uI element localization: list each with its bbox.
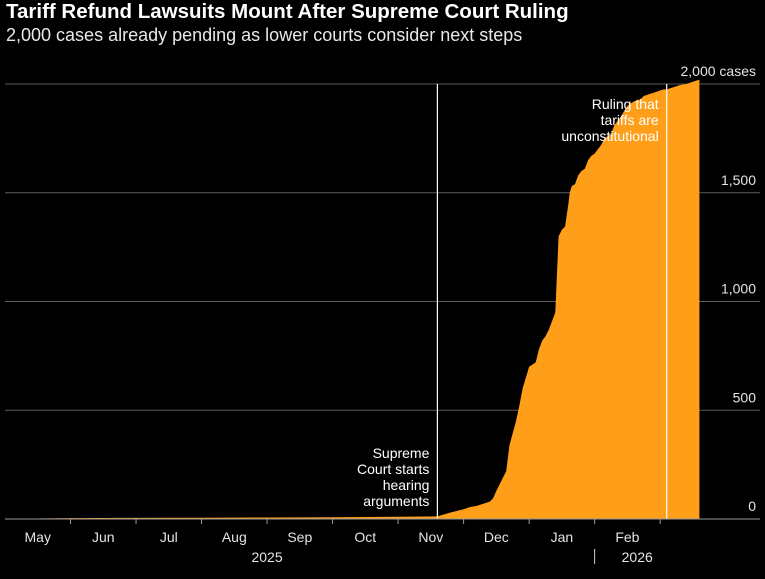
y-tick-label: 1,500 (721, 172, 756, 188)
annotation-line-text: unconstitutional (561, 128, 658, 144)
x-tick-label: Oct (354, 529, 376, 545)
annotation-label: Ruling that tariffs are unconstitutional (561, 96, 659, 144)
annotation-line-text: arguments (363, 493, 429, 509)
annotation-label: Supreme Court starts hearing arguments (357, 445, 430, 509)
x-tick-label: Jul (160, 529, 178, 545)
chart-subtitle: 2,000 cases already pending as lower cou… (6, 25, 523, 45)
cases-area-series (5, 79, 700, 519)
annotation-line-text: Ruling that (592, 96, 659, 112)
x-tick-label: Sep (287, 529, 312, 545)
year-labels: 2025 2026 (251, 549, 653, 565)
annotation-line-text: hearing (383, 477, 430, 493)
y-unit-label: 2,000 cases (681, 63, 757, 79)
x-tick-label: Dec (484, 529, 509, 545)
x-tick-label: Aug (222, 529, 247, 545)
chart-title: Tariff Refund Lawsuits Mount After Supre… (6, 0, 569, 23)
y-tick-label: 0 (748, 498, 756, 514)
x-tick-label: Feb (615, 529, 639, 545)
x-axis-tick-labels: May Jun Jul Aug Sep Oct Nov Dec Jan Feb (25, 529, 640, 545)
x-tick-label: Jun (92, 529, 115, 545)
annotation-line-text: Court starts (357, 461, 429, 477)
x-axis-ticks (70, 519, 661, 524)
year-label: 2025 (251, 549, 282, 565)
x-tick-label: May (25, 529, 51, 545)
annotation-labels: Supreme Court starts hearing arguments Rulin… (357, 96, 659, 509)
annotation-lines (436, 84, 668, 519)
x-tick-label: Nov (418, 529, 443, 545)
y-axis-tick-labels: 0 500 1,000 1,500 (721, 172, 756, 514)
annotation-line-text: tariffs are (601, 112, 659, 128)
y-tick-label: 500 (733, 389, 757, 405)
x-tick-label: Jan (551, 529, 574, 545)
year-label: 2026 (622, 549, 653, 565)
annotation-line-text: Supreme (373, 445, 430, 461)
y-tick-label: 1,000 (721, 281, 756, 297)
